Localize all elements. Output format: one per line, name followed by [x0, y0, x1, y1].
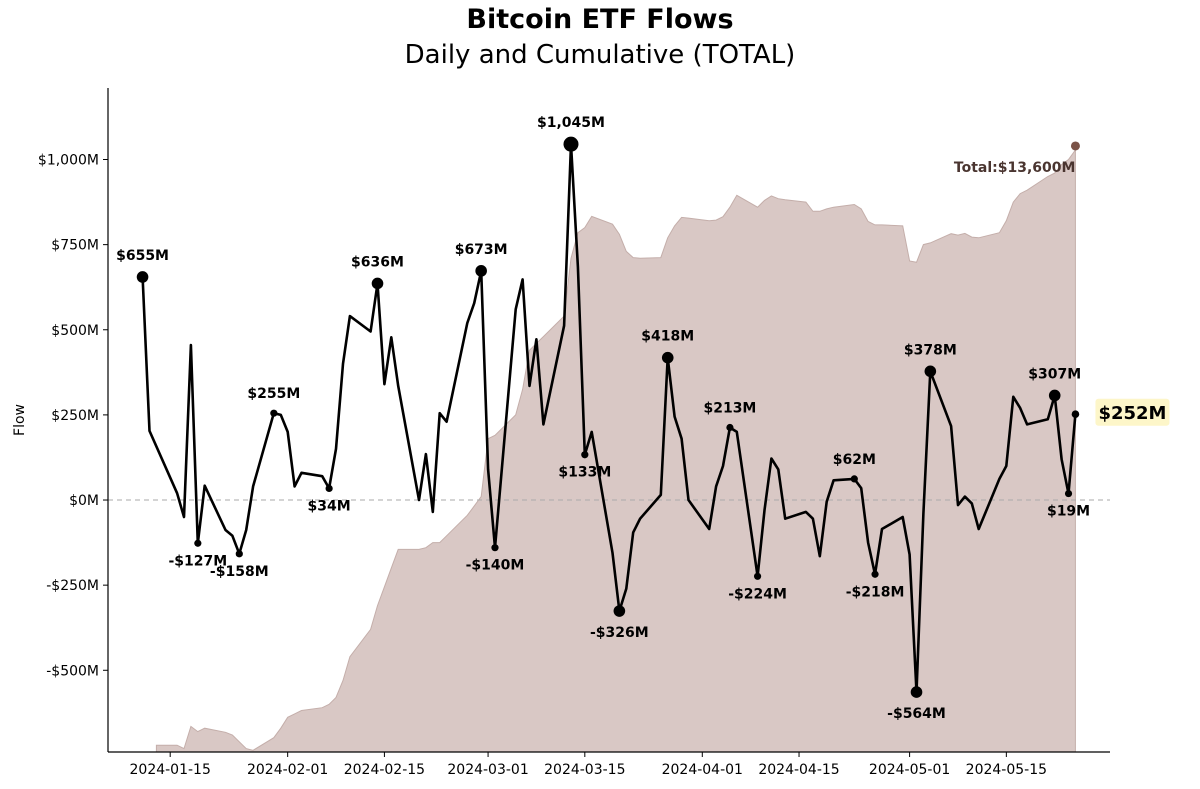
annotated-point — [491, 544, 499, 552]
x-tick-label: 2024-03-15 — [544, 762, 625, 778]
latest-value-box — [1095, 398, 1170, 426]
latest-point — [1071, 410, 1080, 419]
point-value-label: $255M — [247, 386, 300, 402]
annotation-layer: $655M -$127M-$158M $255M $34M $636M $673M -$14… — [116, 115, 1170, 722]
point-value-label: $378M — [904, 342, 957, 358]
point-value-label: -$326M — [590, 625, 649, 641]
annotated-point — [235, 550, 243, 558]
point-value-label: -$224M — [728, 586, 787, 602]
annotated-point — [910, 686, 923, 698]
annotated-point — [726, 423, 734, 432]
x-tick-label: 2024-01-15 — [130, 762, 211, 778]
point-value-label: $133M — [558, 465, 611, 481]
y-tick-label: $1,000M — [38, 153, 99, 169]
point-value-label: $62M — [833, 452, 876, 468]
point-value-label: -$564M — [887, 706, 946, 722]
x-tick-label: 2024-05-15 — [966, 762, 1047, 778]
annotated-point — [136, 271, 149, 283]
y-tick-label: $500M — [51, 323, 99, 339]
annotated-point — [194, 539, 202, 547]
annotated-point — [371, 277, 384, 290]
point-value-label: $34M — [308, 498, 351, 514]
x-tick-label: 2024-05-01 — [869, 762, 950, 778]
point-value-label: -$218M — [846, 584, 905, 600]
total-label: Total:$13,600M — [954, 160, 1076, 176]
annotated-point — [270, 409, 278, 417]
annotated-point — [1048, 389, 1061, 402]
x-tick-label: 2024-02-15 — [344, 762, 425, 778]
point-value-label: $673M — [455, 242, 508, 258]
chart-subtitle: Daily and Cumulative (TOTAL) — [404, 40, 796, 70]
point-value-label: $307M — [1028, 366, 1081, 382]
x-tick-label: 2024-04-01 — [662, 762, 743, 778]
annotated-point — [613, 605, 626, 617]
x-tick-label: 2024-04-15 — [758, 762, 839, 778]
point-value-label: -$140M — [466, 558, 525, 574]
annotated-point — [563, 136, 579, 152]
annotated-point — [1064, 489, 1073, 498]
latest-value-label: $252M — [1098, 403, 1166, 424]
y-tick-label: $250M — [51, 408, 99, 424]
annotated-point — [871, 570, 879, 578]
annotated-point — [325, 484, 333, 493]
point-value-label: -$127M — [168, 553, 227, 569]
total-marker — [1070, 141, 1080, 151]
annotated-point — [581, 451, 589, 459]
annotated-point — [475, 265, 487, 277]
annotated-point — [924, 365, 937, 378]
y-tick-label: $0M — [69, 493, 99, 509]
annotated-point — [661, 351, 674, 364]
point-value-label: $655M — [116, 248, 169, 264]
point-value-label: $1,045M — [537, 115, 605, 131]
y-tick-label: -$250M — [46, 578, 99, 594]
annotated-point — [850, 475, 858, 483]
y-tick-label: -$500M — [46, 663, 99, 679]
point-value-label: $213M — [703, 400, 756, 416]
chart-title: Bitcoin ETF Flows — [466, 4, 734, 35]
x-tick-label: 2024-02-01 — [247, 762, 328, 778]
y-axis-label: Flow — [12, 404, 28, 436]
annotated-point — [753, 572, 762, 580]
point-value-label: $418M — [641, 329, 694, 345]
point-value-label: -$158M — [210, 564, 269, 580]
point-value-label: $19M — [1047, 504, 1090, 520]
point-value-label: $636M — [351, 254, 404, 270]
y-tick-label: $750M — [51, 238, 99, 254]
x-tick-label: 2024-03-01 — [447, 762, 528, 778]
cumulative-layer — [155, 148, 1076, 753]
axes-layer: $1,000M $750M $500M $250M $0M -$250M -$500M 202… — [38, 88, 1110, 778]
cumulative-area — [155, 148, 1076, 753]
